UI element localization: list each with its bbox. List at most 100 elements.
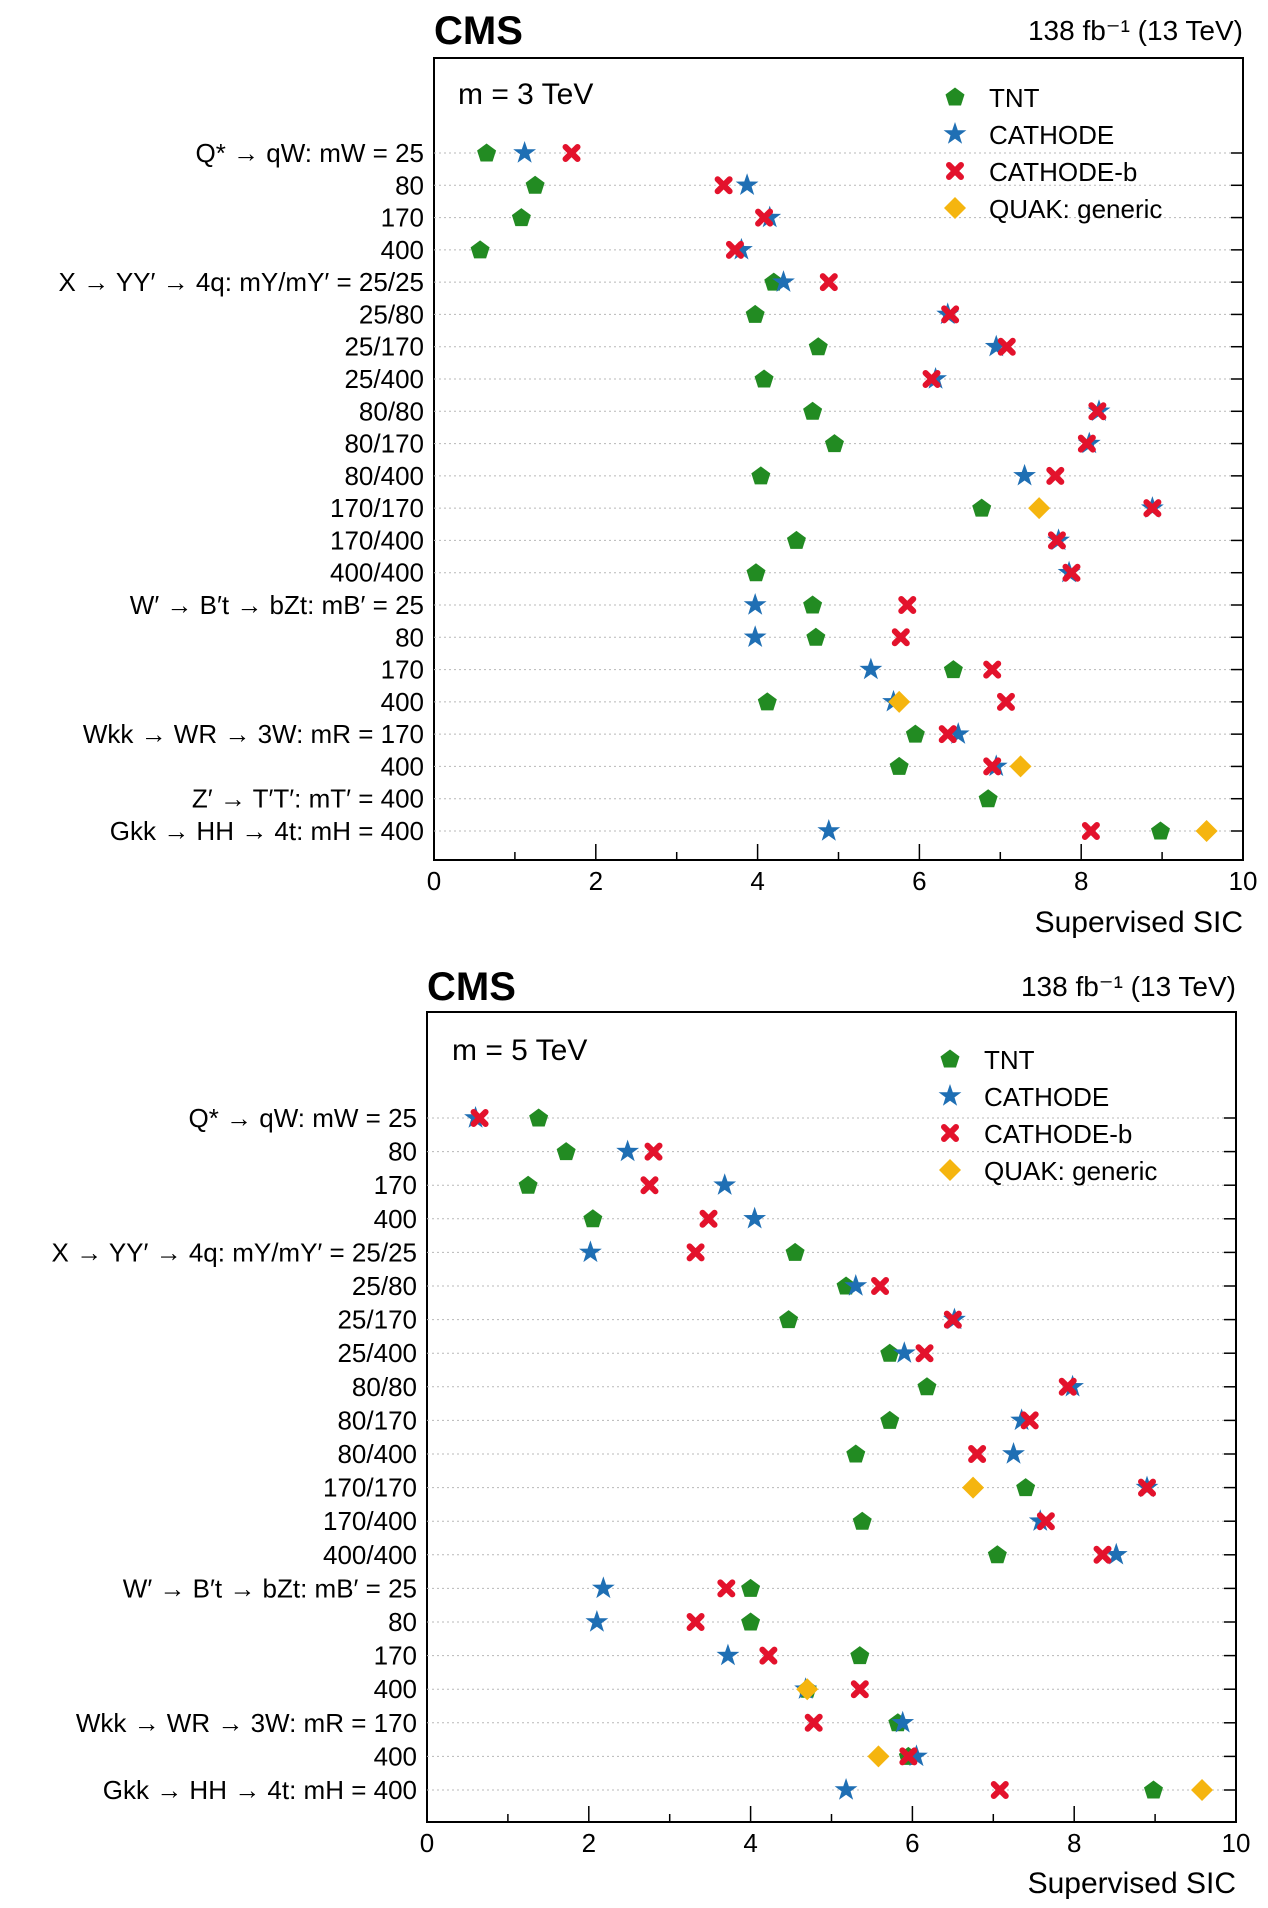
marker-tnt [846,1444,866,1463]
category-label: 80/400 [337,1439,417,1469]
marker-tnt [511,208,531,227]
category-label: 80/400 [344,461,424,491]
legend-marker-tnt [940,1049,960,1068]
category-label: Wkk → WR → 3W: mR = 170 [76,1708,417,1738]
category-label: 400 [381,235,424,265]
lumi-label: 138 fb⁻¹ (13 TeV) [1028,15,1243,46]
marker-cathode [743,625,767,647]
category-label: 80/80 [359,396,424,426]
marker-tnt [803,595,823,614]
marker-cathode-b [762,1650,774,1662]
category-label: W′ → B′t → bZt: mB′ = 25 [123,1573,417,1603]
x-tick-label: 6 [912,866,926,896]
marker-cathode-b [1001,341,1013,353]
marker-cathode-b [729,244,741,256]
category-label: 80/80 [352,1372,417,1402]
marker-tnt [889,756,909,775]
marker-tnt [786,530,806,549]
legend-label-quak-generic: QUAK: generic [984,1156,1157,1186]
marker-tnt [880,1343,900,1362]
x-tick-label: 0 [420,1828,434,1858]
category-label: 400 [374,1674,417,1704]
marker-cathode-b [971,1448,983,1460]
legend-marker-quak-generic [939,1159,961,1181]
marker-cathode-b [566,147,578,159]
marker-cathode-b [1000,696,1012,708]
x-tick-label: 0 [427,866,441,896]
category-label: 170 [374,1170,417,1200]
category-label: Gkk → HH → 4t: mH = 400 [103,1775,417,1805]
x-axis-label: Supervised SIC [1028,1867,1236,1900]
category-label: 400/400 [330,558,424,588]
marker-cathode-b [474,1112,486,1124]
marker-tnt [525,175,545,194]
x-tick-label: 4 [750,866,764,896]
marker-cathode-b [720,1582,732,1594]
legend-marker-cathode-b [949,165,961,177]
marker-cathode-b [703,1213,715,1225]
marker-cathode-b [901,599,913,611]
category-label: X → YY′ → 4q: mY/mY′ = 25/25 [52,1237,418,1267]
marker-cathode-b [1065,567,1077,579]
marker-cathode [817,819,841,841]
mass-note: m = 3 TeV [458,78,593,111]
marker-cathode [579,1240,602,1263]
marker-cathode-b [902,1750,914,1762]
category-label: 170 [381,655,424,685]
marker-tnt [803,401,823,420]
marker-cathode-b [690,1616,702,1628]
marker-tnt [583,1209,603,1228]
legend-marker-cathode [938,1084,962,1106]
marker-cathode [591,1576,615,1599]
category-label: X → YY′ → 4q: mY/mY′ = 25/25 [59,267,425,297]
panel-5tev: CMS 138 fb⁻¹ (13 TeV) m = 5 TeV Q* → qW:… [52,965,1251,1900]
marker-cathode [743,593,767,615]
marker-cathode-b [895,631,907,643]
marker-quak-generic [1028,497,1051,520]
marker-cathode-b [1091,405,1103,417]
panel-3tev: CMS 138 fb⁻¹ (13 TeV) m = 3 TeV Q* → qW:… [59,9,1258,939]
legend-label-tnt: TNT [989,83,1040,113]
category-label: 80 [388,1137,417,1167]
cms-title: CMS [427,965,516,1009]
legend-label-cathode: CATHODE [984,1082,1109,1112]
marker-quak-generic [1195,820,1218,842]
cms-title: CMS [434,9,523,53]
category-label: 25/80 [359,299,424,329]
legend-label-tnt: TNT [984,1045,1035,1075]
category-label: 80/170 [337,1405,417,1435]
marker-tnt [751,466,771,485]
category-label: 25/400 [337,1338,417,1368]
category-label: 400/400 [323,1540,417,1570]
marker-cathode-b [919,1347,931,1359]
legend-marker-tnt [945,87,965,106]
marker-tnt [477,143,497,162]
marker-cathode [585,1610,609,1632]
marker-cathode [716,1643,740,1666]
marker-cathode [834,1778,858,1800]
marker-cathode [1013,463,1036,486]
marker-cathode-b [986,664,998,676]
marker-tnt [943,660,963,679]
category-label: 400 [381,687,424,717]
marker-tnt [556,1142,576,1161]
category-label: 170/170 [323,1473,417,1503]
marker-tnt [806,627,826,646]
category-label: 170/400 [330,525,424,555]
marker-cathode-b [1141,1482,1153,1494]
marker-quak-generic [1191,1779,1214,1801]
lumi-label: 138 fb⁻¹ (13 TeV) [1021,971,1236,1002]
marker-cathode-b [1097,1549,1109,1561]
x-tick-label: 6 [905,1828,919,1858]
marker-quak-generic [1009,755,1032,778]
marker-tnt [746,563,766,582]
category-label: 400 [374,1741,417,1771]
marker-tnt [850,1646,870,1665]
x-tick-label: 8 [1074,866,1088,896]
legend-marker-cathode [943,122,967,144]
marker-cathode-b [854,1683,866,1695]
marker-tnt [987,1545,1007,1564]
x-tick-label: 2 [589,866,603,896]
category-label: 25/400 [344,364,424,394]
category-label: W′ → B′t → bZt: mB′ = 25 [130,590,424,620]
